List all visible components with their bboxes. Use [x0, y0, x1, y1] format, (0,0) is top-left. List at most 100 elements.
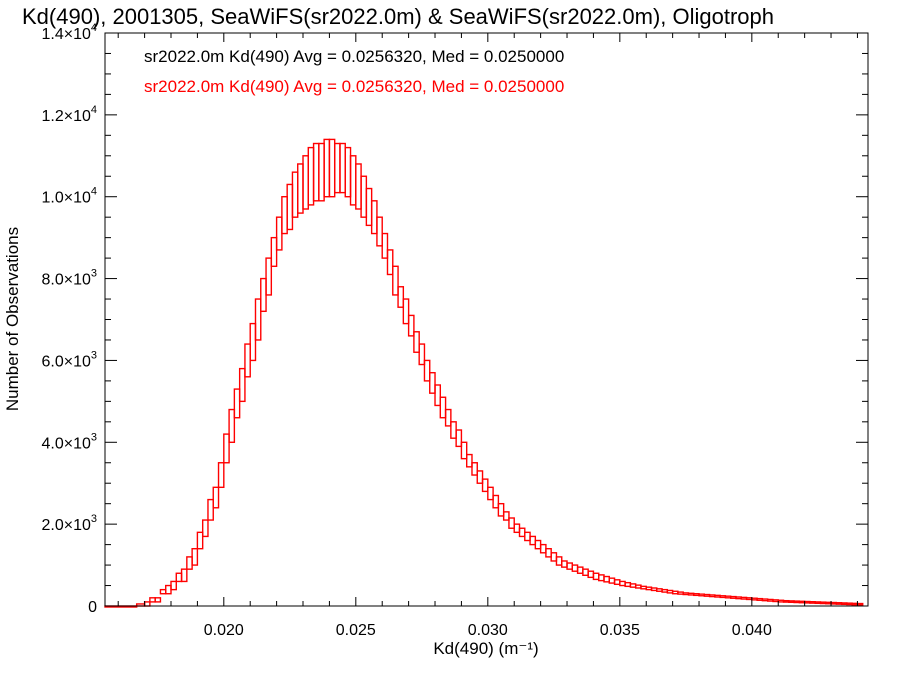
histogram-bin: [740, 596, 748, 600]
y-tick-label: 4.0×103: [41, 431, 97, 452]
histogram-bin: [761, 598, 769, 602]
histogram-bin: [460, 441, 468, 460]
histogram-bin: [281, 196, 288, 235]
histogram-bin: [502, 511, 510, 521]
y-tick-label: 2.0×103: [41, 513, 97, 534]
histogram-bin: [143, 601, 151, 607]
histogram-bin: [571, 564, 579, 572]
histogram-bin: [201, 519, 209, 538]
histogram-bin: [154, 597, 162, 603]
histogram-bin: [671, 590, 679, 595]
histogram-bin: [640, 585, 647, 590]
histogram-bin: [223, 433, 230, 464]
histogram-bin: [730, 595, 737, 599]
histogram-bin: [455, 429, 463, 448]
histogram-bin: [355, 163, 362, 210]
histogram-bin: [249, 322, 257, 362]
histogram-bin: [376, 216, 383, 247]
histogram-bin: [291, 171, 299, 218]
histogram-bin: [756, 597, 764, 601]
y-tick-label: 6.0×103: [41, 349, 97, 370]
histogram-bin: [724, 595, 732, 599]
histogram-bin: [693, 593, 700, 597]
histogram-bin: [613, 579, 621, 586]
histogram-bin: [217, 462, 225, 489]
histogram-bin: [312, 142, 320, 202]
histogram-bin: [645, 586, 653, 591]
histogram-bin: [323, 138, 331, 198]
histogram-bin: [349, 155, 357, 206]
histogram-bin: [788, 600, 795, 604]
histogram-bin: [392, 265, 399, 296]
y-axis-label: Number of Observations: [3, 227, 22, 411]
histogram-bin: [603, 575, 610, 583]
histogram-bin: [745, 597, 753, 601]
histogram-bin: [619, 580, 626, 587]
histogram-bin: [819, 601, 827, 605]
histogram-bin: [186, 556, 193, 570]
histogram-bin: [524, 531, 531, 542]
histogram-bin: [413, 331, 420, 353]
histogram-bin: [492, 494, 500, 509]
histogram-bin: [719, 595, 727, 599]
histogram-bin: [840, 602, 848, 606]
histogram-bin: [534, 539, 542, 550]
histogram-bin: [191, 548, 199, 566]
histogram-bin: [708, 594, 716, 598]
x-tick-label: 0.025: [336, 622, 376, 639]
histogram-bin: [803, 600, 811, 604]
histogram-bin: [175, 572, 183, 583]
y-tick-label: 1.4×104: [41, 22, 97, 43]
histogram-bin: [265, 257, 273, 296]
histogram-bin: [856, 602, 864, 606]
x-tick-label: 0.020: [204, 622, 244, 639]
histogram-bin: [370, 200, 378, 235]
histogram-bin: [381, 232, 389, 259]
histogram-bin: [260, 277, 267, 313]
histogram-bars: [104, 138, 864, 608]
histogram-bin: [339, 142, 346, 194]
histogram-bin: [233, 388, 241, 419]
histogram-bin: [275, 216, 283, 251]
histogram-bin: [450, 421, 457, 439]
histogram-bin: [835, 602, 843, 605]
histogram-bin: [244, 343, 251, 378]
histogram-bin: [297, 163, 304, 214]
plot-frame: [104, 32, 869, 607]
histogram-bin: [703, 593, 711, 597]
x-tick-label: 0.035: [600, 622, 640, 639]
histogram-bin: [656, 588, 663, 592]
histogram-bin: [735, 596, 742, 600]
histogram-bin: [418, 343, 426, 366]
histogram-bin: [508, 517, 515, 529]
histogram-bin: [566, 562, 574, 570]
histogram-bin: [825, 601, 832, 605]
histogram-bin: [407, 314, 415, 337]
histogram-bin: [402, 298, 410, 325]
histogram-bin: [149, 597, 156, 603]
histogram-bin: [793, 600, 801, 604]
legend-entry-black: sr2022.0m Kd(490) Avg = 0.0256320, Med =…: [144, 47, 564, 66]
histogram-bin: [434, 384, 441, 407]
histogram-bin: [529, 535, 537, 546]
histogram-bin: [386, 249, 394, 276]
histogram-bin: [254, 298, 262, 341]
histogram-bin: [555, 556, 563, 566]
histogram-bin: [809, 601, 816, 604]
histogram-bin: [677, 591, 684, 595]
histogram-bin: [682, 592, 690, 596]
legend-entry-red: sr2022.0m Kd(490) Avg = 0.0256320, Med =…: [144, 77, 564, 96]
y-tick-label: 8.0×103: [41, 268, 97, 289]
histogram-bin: [751, 597, 758, 601]
histogram-bin: [170, 580, 177, 591]
histogram-bin: [228, 408, 236, 443]
histogram-bin: [545, 548, 552, 558]
histogram-bin: [830, 601, 838, 605]
histogram-bin: [180, 568, 188, 583]
histogram-bin: [207, 498, 214, 521]
histogram-bin: [471, 462, 478, 476]
histogram-bin: [444, 408, 452, 427]
histogram-bin: [318, 142, 325, 202]
histogram-bin: [777, 599, 785, 603]
histogram-bin: [592, 572, 600, 581]
